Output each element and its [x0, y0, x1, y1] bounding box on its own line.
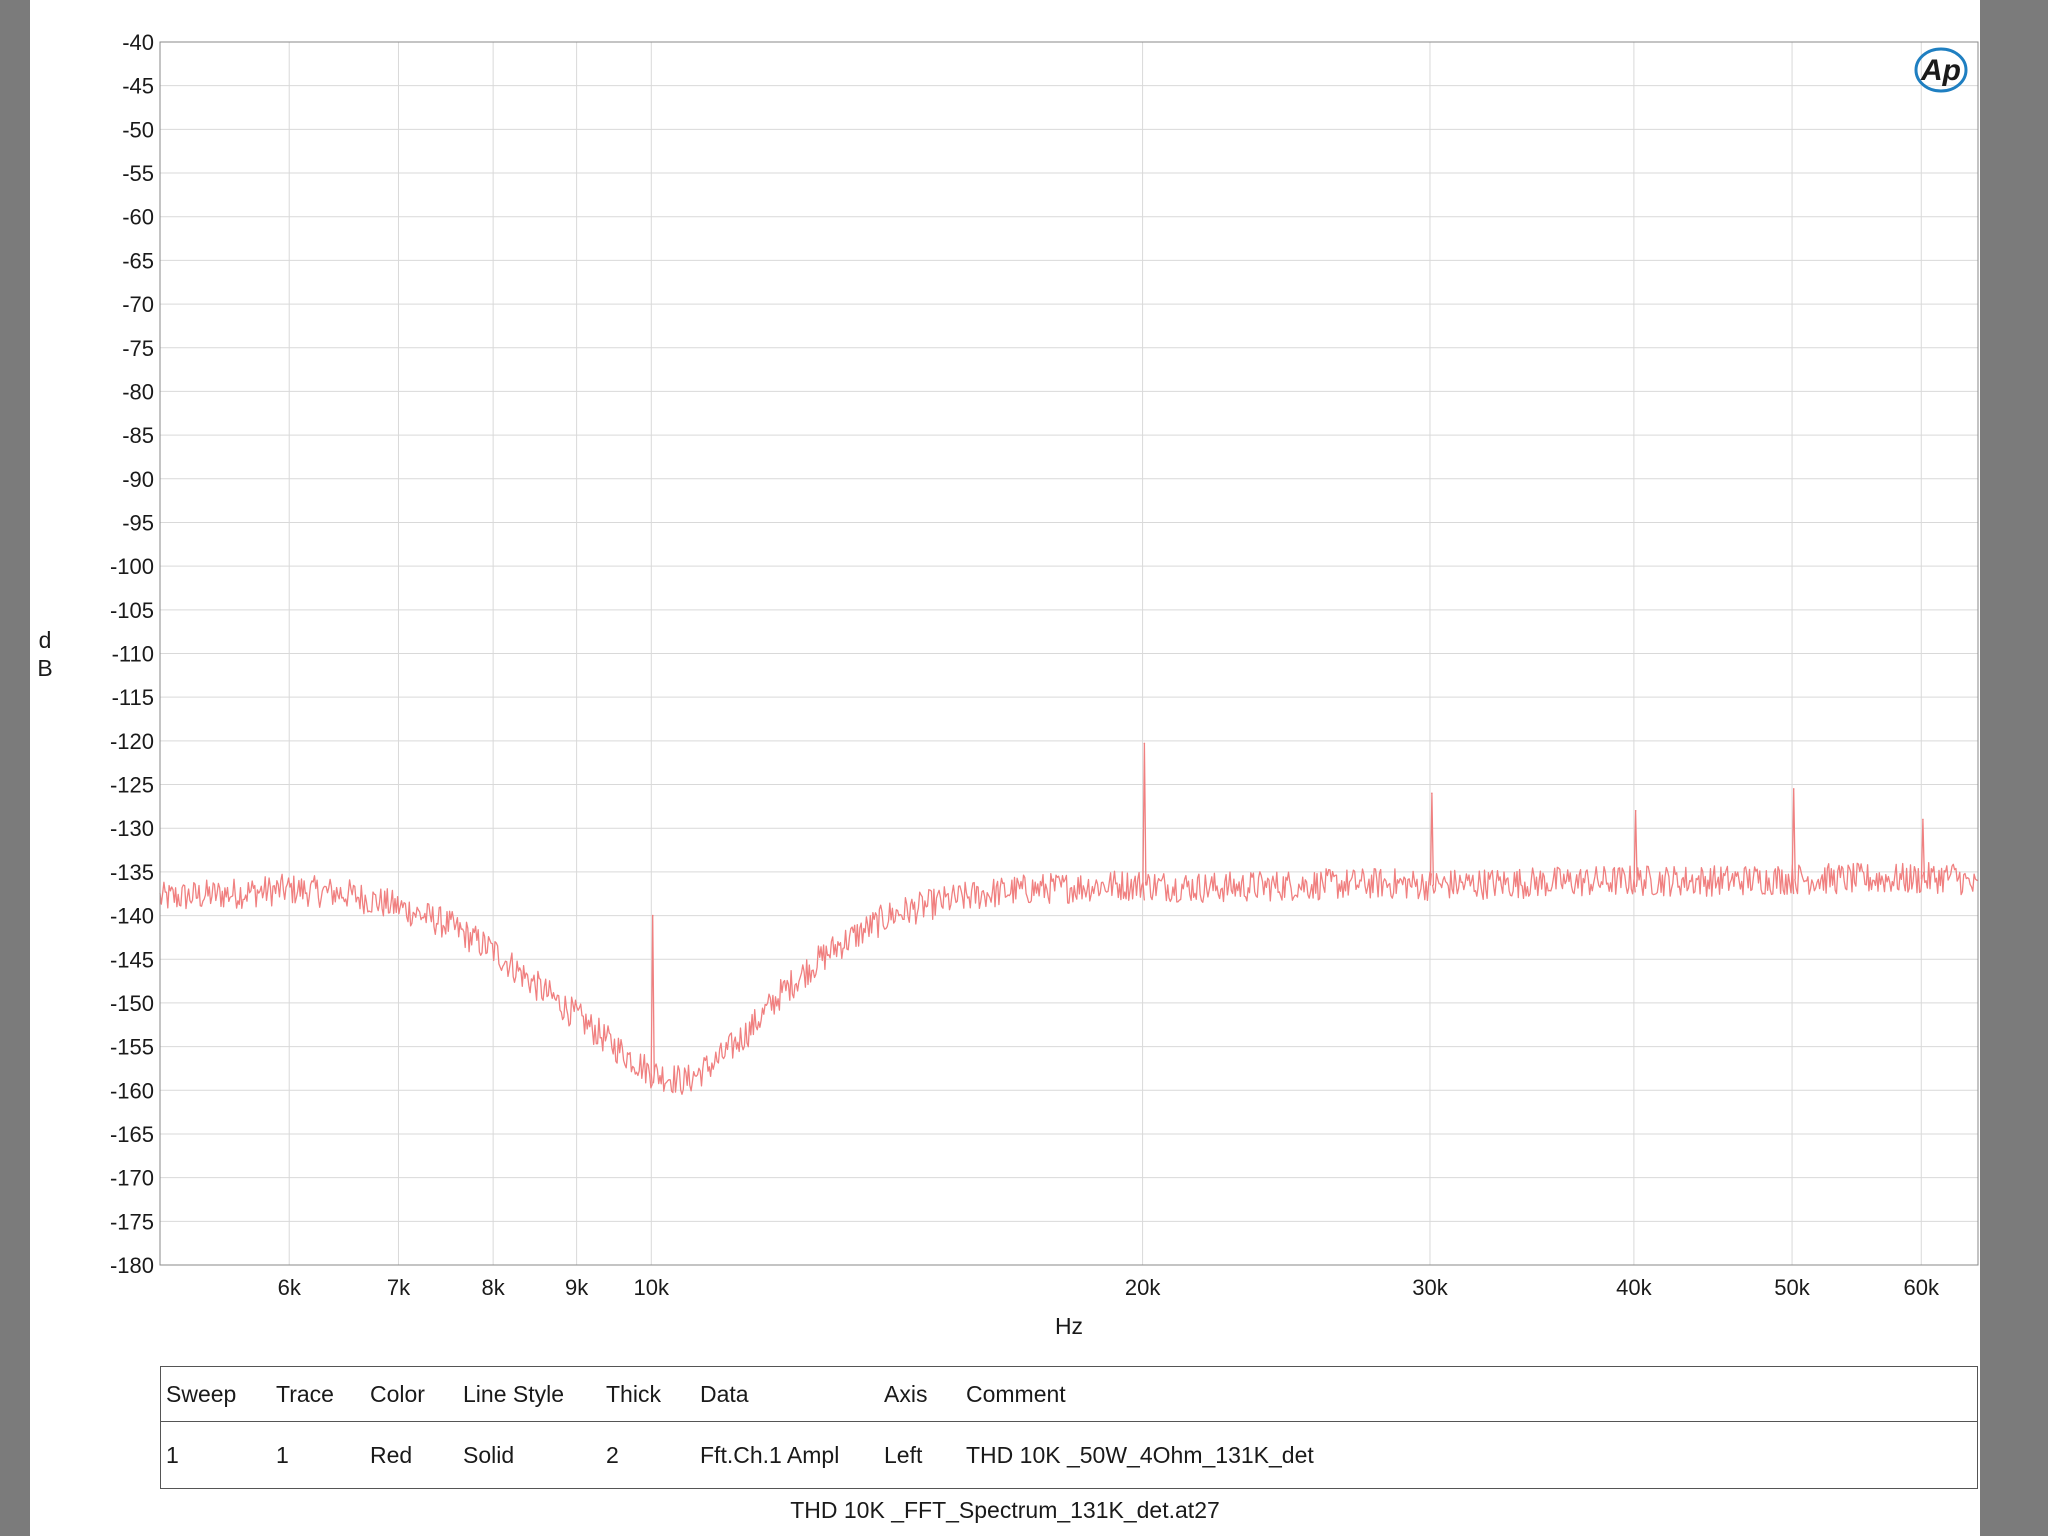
y-tick-label: -55 — [122, 161, 154, 186]
y-tick-label: -100 — [110, 554, 154, 579]
legend-header-line-style: Line Style — [463, 1380, 565, 1407]
y-tick-label: -95 — [122, 510, 154, 535]
x-tick-label: 6k — [278, 1275, 302, 1300]
x-tick-label: 9k — [565, 1275, 589, 1300]
grid-lines — [160, 41, 1978, 1266]
x-tick-label: 50k — [1774, 1275, 1810, 1300]
legend-row: 1 1 Red Solid 2 Fft.Ch.1 Ampl Left THD 1… — [161, 1422, 1978, 1489]
legend-cell-line-style: Solid — [463, 1441, 515, 1468]
x-axis: 6k 7k 8k 9k 10k 20k 30k 40k 50k 60k — [278, 1275, 1940, 1300]
legend-cell-trace: 1 — [276, 1441, 289, 1468]
y-tick-label: -170 — [110, 1166, 154, 1191]
fft-spectrum-chart: -40 -45 -50 -55 -60 -65 -70 -75 -80 -85 -90 -95 -100… — [37, 30, 1979, 1339]
y-axis-label-line1: d — [39, 627, 52, 653]
legend-header-comment: Comment — [966, 1380, 1066, 1407]
legend-cell-color: Red — [370, 1441, 413, 1468]
y-axis-label-line2: B — [37, 655, 52, 681]
y-tick-label: -115 — [112, 685, 154, 710]
ap-logo-swoosh — [1914, 47, 1968, 93]
y-tick-label: -125 — [110, 773, 154, 798]
x-tick-label: 8k — [482, 1275, 506, 1300]
plot-frame — [159, 41, 1979, 1266]
legend-header-trace: Trace — [276, 1380, 334, 1407]
y-tick-label: -50 — [122, 117, 154, 142]
y-tick-label: -155 — [110, 1035, 154, 1060]
harmonic-peak-point — [1431, 792, 1433, 795]
harmonic-peak-point — [651, 914, 654, 917]
x-tick-label: 10k — [634, 1275, 670, 1300]
y-tick-label: -145 — [110, 947, 154, 972]
legend-header-color: Color — [370, 1380, 425, 1407]
y-tick-label: -105 — [110, 598, 154, 623]
y-tick-label: -80 — [122, 379, 154, 404]
y-tick-label: -150 — [110, 991, 154, 1016]
legend-table: Sweep Trace Color Line Style Thick Data … — [160, 1366, 1978, 1489]
harmonic-peak-point — [1634, 809, 1637, 812]
report-sheet: -40 -45 -50 -55 -60 -65 -70 -75 -80 -85 -90 -95 -100… — [30, 0, 1980, 1536]
y-tick-label: -175 — [110, 1209, 154, 1234]
trace-layer — [159, 742, 1979, 1095]
y-tick-label: -160 — [110, 1078, 154, 1103]
legend-header-sweep: Sweep — [166, 1380, 237, 1407]
harmonic-peak-point — [1143, 742, 1146, 745]
y-tick-label: -140 — [110, 904, 154, 929]
y-tick-label: -135 — [110, 860, 154, 885]
legend-cell-data: Fft.Ch.1 Ampl — [700, 1441, 840, 1468]
series-line — [159, 742, 1979, 1095]
y-tick-label: -90 — [122, 467, 154, 492]
x-tick-label: 30k — [1412, 1275, 1448, 1300]
legend-cell-comment: THD 10K _50W_4Ohm_131K_det — [966, 1441, 1314, 1468]
legend-header-thick: Thick — [606, 1380, 661, 1407]
y-axis: -40 -45 -50 -55 -60 -65 -70 -75 -80 -85 -90 -95 -100… — [110, 30, 154, 1278]
y-tick-label: -85 — [122, 423, 154, 448]
footer-filename: THD 10K _FFT_Spectrum_131K_det.at27 — [790, 1497, 1220, 1523]
legend-header-axis: Axis — [884, 1380, 928, 1407]
ap-logo-text: Ap — [1920, 54, 1961, 87]
y-tick-label: -165 — [110, 1122, 154, 1147]
y-tick-label: -40 — [122, 30, 154, 55]
x-tick-label: 7k — [387, 1275, 411, 1300]
harmonic-peak-point — [1922, 818, 1924, 821]
y-tick-label: -120 — [110, 729, 154, 754]
ap-logo: Ap — [1914, 47, 1968, 93]
y-tick-label: -45 — [122, 74, 154, 99]
y-tick-label: -180 — [110, 1253, 154, 1278]
legend-cell-axis: Left — [884, 1441, 923, 1468]
legend-cell-thick: 2 — [606, 1441, 619, 1468]
legend-cell-sweep: 1 — [166, 1441, 179, 1468]
y-tick-label: -70 — [122, 292, 154, 317]
legend-header-row: Sweep Trace Color Line Style Thick Data … — [160, 1367, 1978, 1422]
x-axis-label: Hz — [1055, 1313, 1083, 1339]
y-tick-label: -130 — [110, 816, 154, 841]
y-tick-label: -65 — [122, 248, 154, 273]
y-tick-label: -110 — [112, 642, 154, 667]
x-tick-label: 60k — [1904, 1275, 1940, 1300]
x-tick-label: 20k — [1125, 1275, 1161, 1300]
y-tick-label: -75 — [122, 336, 154, 361]
y-tick-label: -60 — [122, 205, 154, 230]
legend-header-data: Data — [700, 1380, 749, 1407]
x-tick-label: 40k — [1616, 1275, 1652, 1300]
harmonic-peak-point — [1792, 788, 1795, 790]
